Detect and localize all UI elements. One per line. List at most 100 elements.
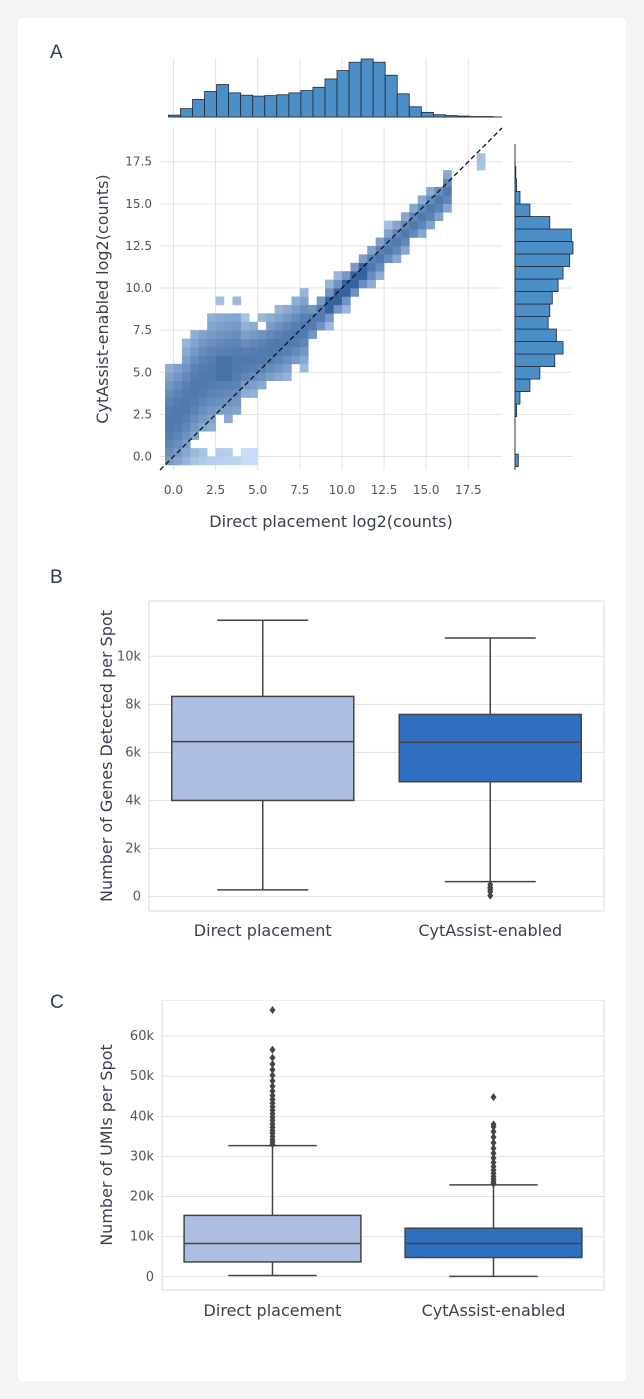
outlier-point: [269, 1071, 276, 1080]
density-cell: [443, 178, 452, 188]
density-cell: [249, 321, 259, 331]
density-cell: [173, 380, 183, 390]
box-iqr: [171, 695, 355, 802]
density-cell: [181, 405, 191, 415]
density-cell: [299, 355, 309, 365]
density-cell: [232, 338, 242, 348]
marginal-x-bar: [240, 94, 254, 118]
density-cell: [274, 355, 284, 365]
density-cell: [232, 456, 242, 466]
density-cell: [400, 237, 410, 247]
density-cell: [249, 389, 259, 398]
density-cell: [224, 372, 233, 382]
density-cell: [282, 355, 292, 365]
density-cell: [291, 304, 301, 314]
density-cell: [207, 338, 216, 348]
marginal-y-bar: [514, 391, 521, 405]
y-tick-label: 60k: [130, 1029, 155, 1044]
x-axis-label: Direct placement log2(counts): [209, 512, 453, 531]
marginal-y-bar: [514, 191, 521, 205]
x-tick-label: 0.0: [164, 483, 183, 497]
outlier-point: [490, 1120, 497, 1129]
density-cell: [215, 372, 225, 382]
density-cell: [198, 448, 208, 457]
y-tick-label: 0.0: [133, 450, 152, 464]
density-cell: [282, 347, 292, 356]
density-cell: [240, 363, 250, 373]
x-tick-label: 2.5: [206, 483, 225, 497]
density-cell: [282, 372, 292, 382]
density-cell: [190, 397, 200, 407]
marginal-y-bar: [514, 203, 531, 217]
density-cell: [299, 363, 309, 373]
density-cell: [325, 321, 334, 331]
density-cell: [274, 338, 284, 348]
density-cell: [215, 338, 225, 348]
box-cytassist-enabled: [404, 1093, 583, 1278]
density-cell: [291, 347, 301, 356]
density-cell: [173, 414, 183, 424]
outlier-point: [269, 1060, 276, 1069]
y-tick-label: 17.5: [125, 155, 152, 169]
marginal-x-bar: [300, 90, 314, 118]
density-cell: [392, 229, 402, 238]
density-cell: [282, 313, 292, 323]
outlier-point: [490, 1127, 497, 1136]
density-cell: [249, 456, 259, 466]
density-cell: [198, 347, 208, 356]
density-cell: [181, 448, 191, 457]
density-cell: [367, 245, 376, 255]
density-cell: [409, 203, 419, 213]
density-cell: [266, 372, 275, 382]
density-cell: [417, 212, 427, 221]
density-cell: [232, 347, 242, 356]
density-cell: [299, 330, 309, 339]
box-iqr: [398, 713, 582, 783]
density-cell: [325, 296, 334, 306]
density-cell: [257, 347, 267, 356]
density-cell: [232, 330, 242, 339]
density-cell: [434, 203, 444, 213]
density-cell: [274, 363, 284, 373]
y-axis-label: Number of UMIs per Spot: [97, 1044, 116, 1246]
density-cell: [240, 330, 250, 339]
density-cell: [232, 355, 242, 365]
density-cell: [299, 288, 309, 297]
density-cell: [367, 262, 376, 272]
density-cell: [232, 380, 242, 390]
density-cell: [443, 170, 452, 179]
y-tick-label: 10k: [117, 649, 142, 664]
density-cell: [392, 245, 402, 255]
outlier-point: [269, 1091, 276, 1100]
density-cell: [266, 338, 275, 348]
density-cell: [190, 414, 200, 424]
density-cell: [316, 296, 326, 306]
density-cell: [224, 414, 233, 424]
density-cell: [282, 330, 292, 339]
density-cell: [215, 296, 225, 306]
outlier-point: [490, 1144, 497, 1153]
outlier-point: [269, 1006, 276, 1015]
density-cell: [198, 330, 208, 339]
density-cell: [207, 330, 216, 339]
density-cell: [240, 372, 250, 382]
density-cell: [224, 313, 233, 323]
density-cell: [249, 363, 259, 373]
density-cell: [215, 330, 225, 339]
density-cell: [215, 397, 225, 407]
density-cell: [181, 389, 191, 398]
outlier-point: [490, 1093, 497, 1102]
outlier-point: [269, 1045, 276, 1054]
y-tick-label: 30k: [130, 1149, 155, 1164]
density-cell: [232, 321, 242, 331]
marginal-x-bar: [420, 111, 434, 118]
density-cell: [190, 422, 200, 432]
density-cell: [165, 439, 174, 449]
y-tick-label: 0: [133, 890, 141, 905]
density-cell: [181, 347, 191, 356]
marginal-y-bar: [514, 253, 571, 267]
density-cell: [274, 372, 284, 382]
y-tick-label: 15.0: [125, 197, 152, 211]
outlier-point: [269, 1053, 276, 1062]
density-cell: [173, 397, 183, 407]
